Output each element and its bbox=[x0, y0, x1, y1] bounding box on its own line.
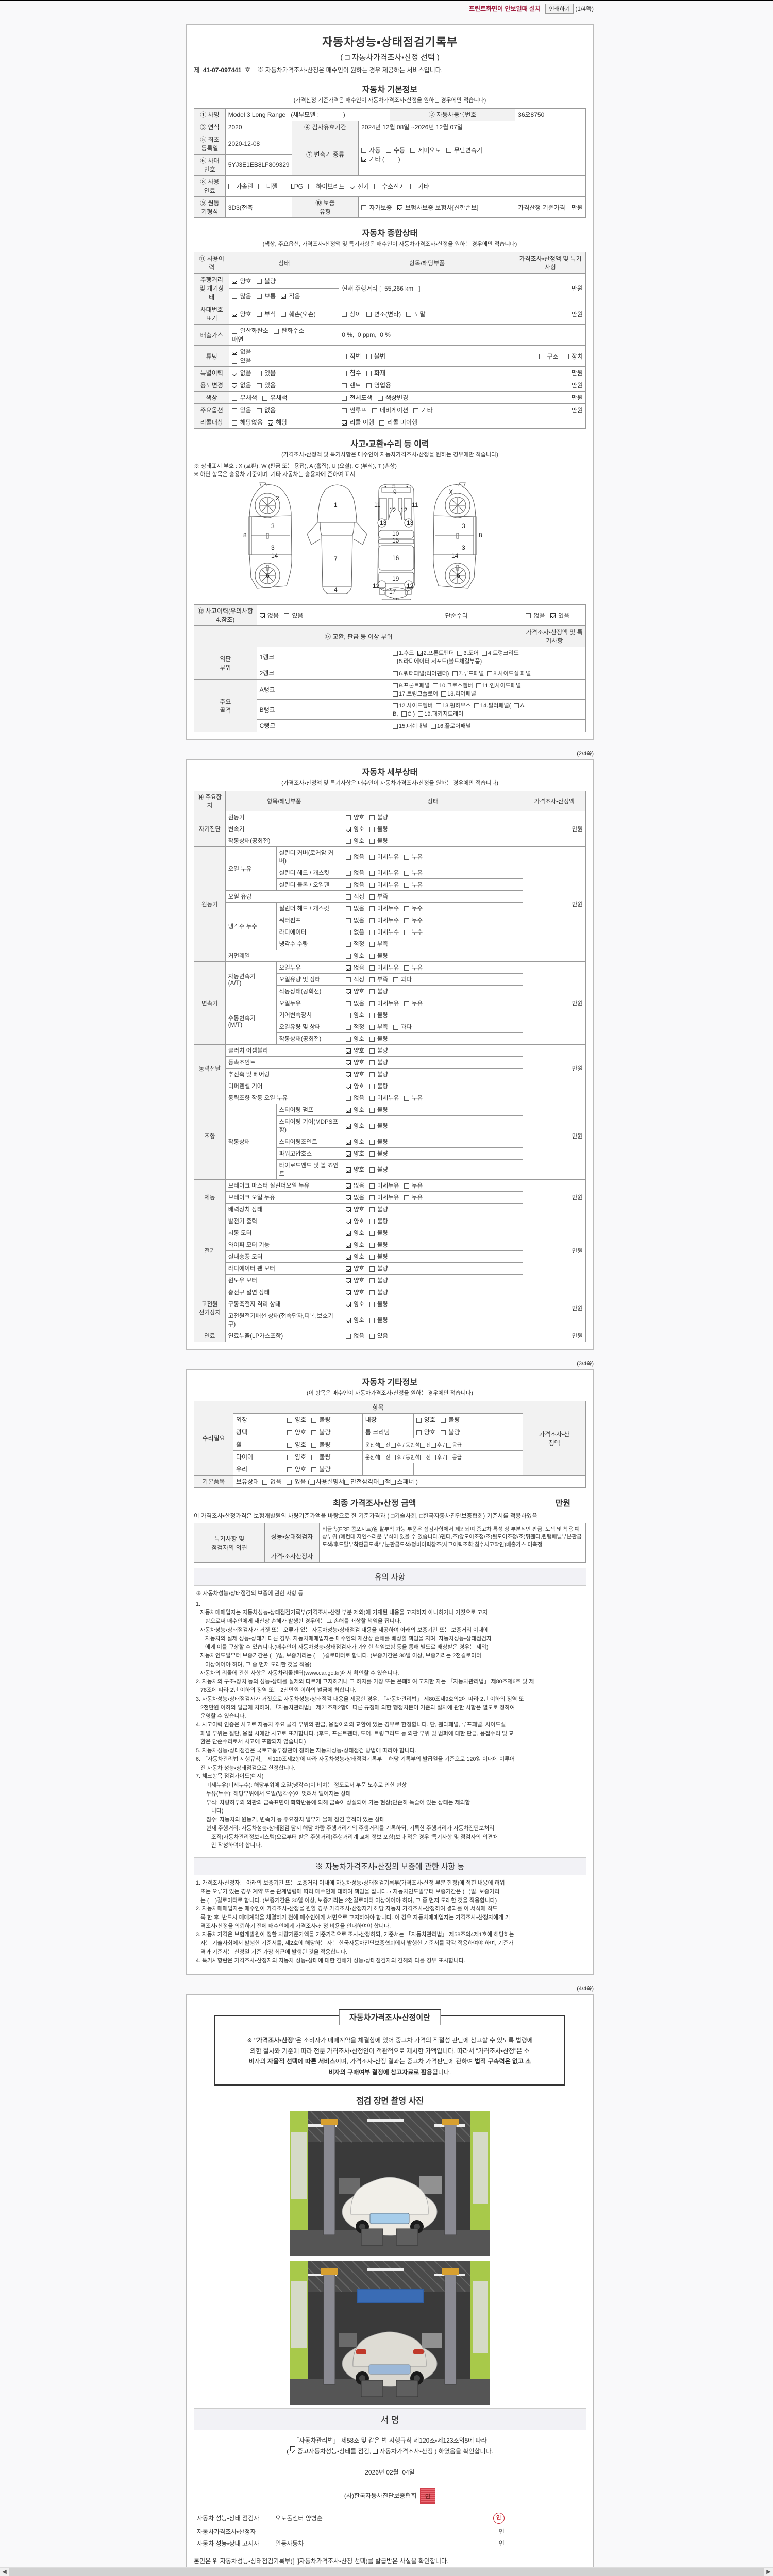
svg-text:8: 8 bbox=[479, 532, 482, 539]
svg-text:11: 11 bbox=[374, 501, 381, 509]
svg-text:12: 12 bbox=[373, 582, 380, 589]
svg-text:3: 3 bbox=[271, 522, 275, 530]
svg-text:8: 8 bbox=[243, 532, 247, 539]
svg-text:19: 19 bbox=[392, 575, 399, 582]
svg-text:6: 6 bbox=[457, 572, 460, 579]
svg-text:3: 3 bbox=[271, 544, 275, 551]
svg-text:6: 6 bbox=[266, 572, 270, 579]
svg-text:18: 18 bbox=[392, 597, 399, 600]
svg-text:11: 11 bbox=[412, 501, 418, 509]
svg-text:X: X bbox=[449, 488, 453, 496]
svg-text:1: 1 bbox=[334, 501, 338, 509]
svg-text:12: 12 bbox=[407, 582, 414, 589]
svg-text:7: 7 bbox=[334, 555, 338, 563]
svg-text:15: 15 bbox=[392, 537, 399, 544]
svg-text:3: 3 bbox=[462, 544, 465, 551]
svg-text:3: 3 bbox=[462, 522, 465, 530]
svg-text:9: 9 bbox=[393, 488, 397, 496]
svg-text:10: 10 bbox=[392, 530, 399, 537]
svg-text:16: 16 bbox=[392, 554, 399, 562]
svg-text:13: 13 bbox=[380, 519, 387, 527]
svg-text:14: 14 bbox=[451, 552, 459, 560]
svg-text:12: 12 bbox=[400, 506, 408, 514]
svg-text:12: 12 bbox=[389, 506, 396, 514]
svg-text:17: 17 bbox=[389, 588, 396, 595]
svg-text:14: 14 bbox=[271, 552, 278, 560]
svg-text:4: 4 bbox=[334, 586, 338, 594]
svg-text:2: 2 bbox=[276, 495, 279, 502]
svg-text:13: 13 bbox=[407, 519, 414, 527]
